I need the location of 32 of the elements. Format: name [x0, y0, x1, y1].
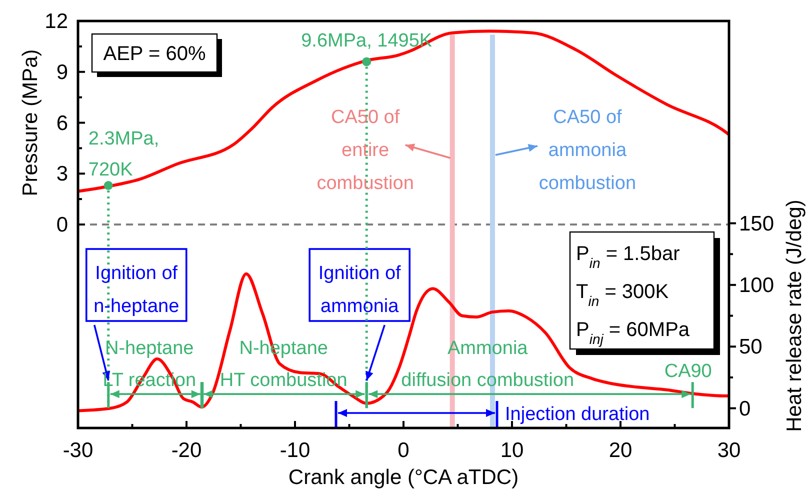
x-tick-label: 10: [500, 439, 524, 462]
annotation: T$_{in}$ = 300K: [576, 281, 670, 309]
ref-line-label: CA50 of ammonia combustion: [538, 107, 636, 194]
annotation: 9.6MPa, 1495K: [301, 30, 432, 52]
annotation: CA90: [664, 361, 712, 382]
annotation: Injection duration: [505, 404, 650, 425]
x-axis-title: Crank angle (°CA aTDC): [288, 466, 519, 489]
y-tick-label: 3: [56, 162, 68, 186]
y2-tick-label: 50: [739, 336, 762, 359]
x-tick-label: -10: [280, 439, 310, 462]
y2-tick-label: 100: [739, 274, 774, 297]
y-tick-label: 6: [56, 112, 68, 135]
y-axis-title: Pressure (MPa): [19, 49, 42, 196]
x-tick-label: 30: [717, 439, 741, 462]
y-tick-label: 0: [56, 214, 68, 236]
annotation: Ignition of ammonia: [318, 263, 402, 317]
x-tick-label: 20: [608, 439, 632, 462]
y2-tick-label: 150: [739, 212, 774, 236]
annotation: P$_{in}$ = 1.5bar: [576, 243, 680, 271]
ref-line-label: CA50 of entire combustion: [316, 107, 414, 194]
y-tick-label: 12: [44, 10, 68, 33]
y2-axis-title: Heat release rate (J/deg): [783, 200, 806, 432]
annotation: 2.3MPa, 720K: [88, 128, 160, 180]
y2-tick-label: 0: [739, 397, 751, 420]
x-tick-label: -30: [62, 439, 94, 462]
annotation: AEP = 60%: [103, 43, 206, 65]
x-tick-label: 0: [398, 439, 410, 462]
x-tick-label: -20: [171, 439, 202, 462]
annotation: Ammonia diffusion combustion: [401, 338, 574, 392]
y-tick-label: 9: [56, 60, 68, 84]
annotation: P$_{inj}$ = 60MPa: [576, 319, 690, 347]
annotation: Ignition of n-heptane: [94, 263, 180, 317]
